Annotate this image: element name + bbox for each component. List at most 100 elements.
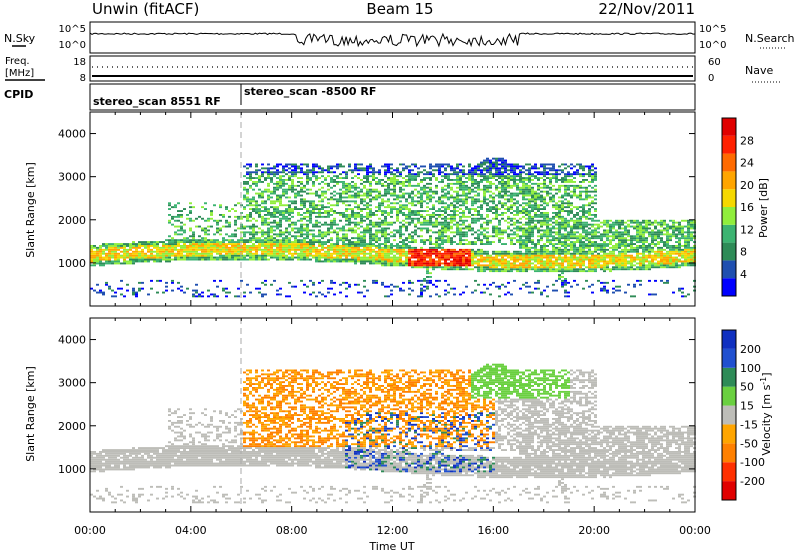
power-cell	[261, 173, 264, 176]
power-cell	[513, 217, 516, 220]
power-cell	[264, 243, 267, 245]
power-cell	[372, 245, 375, 247]
power-cell	[513, 233, 516, 236]
power-cell	[498, 221, 501, 224]
power-cell	[462, 173, 465, 176]
power-cell	[504, 184, 507, 187]
power-cell	[414, 188, 417, 191]
power-cell	[144, 243, 147, 245]
power-cell	[570, 210, 573, 212]
power-cell	[504, 186, 507, 189]
power-cell	[189, 248, 192, 251]
power-cell	[252, 235, 255, 238]
power-cell	[453, 204, 456, 207]
power-cell	[309, 214, 312, 216]
power-cell	[417, 196, 420, 199]
power-cell	[306, 192, 309, 195]
power-cell	[564, 221, 567, 224]
power-cell	[579, 243, 582, 245]
power-cell	[495, 159, 498, 162]
power-cell	[378, 182, 381, 185]
power-cell	[375, 198, 378, 201]
power-cell	[189, 256, 192, 259]
power-cell	[456, 206, 459, 209]
power-cell	[462, 184, 465, 187]
power-cell	[216, 241, 219, 243]
power-cell	[537, 206, 540, 209]
power-cell	[459, 233, 462, 236]
power-cell	[174, 258, 177, 261]
power-cell	[528, 231, 531, 234]
power-cell	[267, 167, 270, 170]
power-cell	[396, 248, 399, 251]
power-cell	[360, 214, 363, 216]
power-cell	[465, 268, 468, 271]
power-cell	[528, 194, 531, 197]
power-cell	[573, 173, 576, 176]
power-cell	[435, 190, 438, 193]
power-cell	[294, 206, 297, 209]
power-cell	[507, 184, 510, 187]
power-cell	[504, 229, 507, 232]
power-cell	[549, 177, 552, 179]
power-cell	[549, 254, 552, 257]
power-cell	[306, 208, 309, 210]
power-cell	[378, 225, 381, 228]
power-cell	[552, 246, 555, 249]
power-cell	[318, 243, 321, 245]
power-cell	[399, 206, 402, 209]
power-cell	[567, 186, 570, 189]
power-cell	[525, 184, 528, 187]
power-cell	[309, 258, 312, 261]
power-cell	[519, 245, 522, 247]
power-cell	[291, 171, 294, 174]
power-cell	[315, 223, 318, 226]
power-cell	[384, 188, 387, 191]
power-cell	[465, 188, 468, 191]
power-cell	[282, 212, 285, 214]
power-cell	[177, 239, 180, 242]
power-cell	[252, 181, 255, 183]
power-cell	[459, 248, 462, 251]
power-cell	[441, 165, 444, 168]
power-cell	[345, 184, 348, 187]
power-cell	[570, 252, 573, 255]
power-cell	[117, 254, 120, 257]
power-cell	[258, 237, 261, 240]
power-cell	[432, 258, 435, 261]
power-cell	[204, 245, 207, 247]
power-cell	[348, 239, 351, 242]
nsearch-label: N.Search	[745, 32, 795, 45]
power-cell	[90, 248, 93, 251]
power-cell	[237, 258, 240, 261]
power-cell	[330, 223, 333, 226]
power-cell	[510, 243, 513, 245]
power-cell	[579, 190, 582, 193]
power-cell	[585, 198, 588, 201]
power-cell	[447, 239, 450, 242]
power-cell	[321, 204, 324, 207]
power-cell	[489, 208, 492, 210]
power-cell	[258, 177, 261, 179]
power-cell	[249, 208, 252, 210]
power-cell	[486, 239, 489, 242]
power-cell	[171, 237, 174, 240]
power-cell	[345, 204, 348, 207]
power-cell	[483, 235, 486, 238]
power-cell	[276, 227, 279, 230]
power-cell	[351, 181, 354, 183]
power-cell	[186, 248, 189, 251]
power-cell	[576, 258, 579, 261]
power-cell	[459, 266, 462, 269]
power-cell	[348, 186, 351, 189]
power-cell	[357, 283, 360, 286]
power-cell	[177, 250, 180, 253]
power-cell	[369, 252, 372, 255]
power-cell	[522, 258, 525, 261]
power-cell	[372, 173, 375, 176]
noise-panel-frame	[89, 21, 696, 54]
power-cell	[402, 252, 405, 255]
power-cell	[285, 190, 288, 193]
power-cell	[330, 237, 333, 240]
power-cell	[369, 237, 372, 240]
